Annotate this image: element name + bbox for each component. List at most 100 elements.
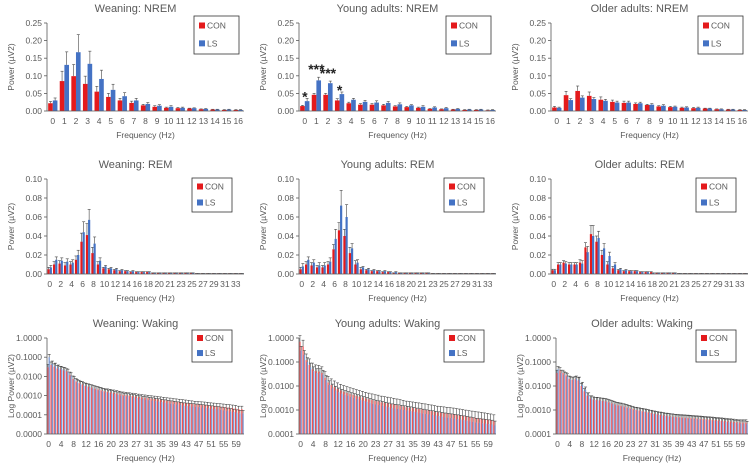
bar-ls	[170, 403, 172, 434]
x-tick-label: 8	[647, 116, 652, 126]
bar-ls	[359, 400, 362, 434]
bar-con	[327, 382, 329, 434]
x-tick-label: 43	[687, 439, 697, 449]
bar-con	[644, 272, 647, 274]
bar-ls	[338, 392, 340, 434]
bar-con	[163, 400, 165, 434]
legend-swatch-ls	[197, 199, 203, 206]
bar-ls	[325, 379, 327, 434]
x-tick-label: 16	[485, 116, 495, 126]
x-tick-label: 23	[428, 279, 438, 289]
bar-con	[711, 419, 713, 434]
bar-ls	[635, 271, 639, 274]
bar-ls	[428, 414, 431, 434]
x-tick-label: 4	[59, 439, 64, 449]
bar-ls	[306, 362, 309, 434]
bar-ls	[242, 413, 244, 434]
bar-con	[332, 249, 335, 274]
bar-con	[473, 109, 479, 111]
legend-label-ls: LS	[457, 348, 468, 358]
bar-ls	[406, 410, 409, 434]
x-tick-label: 35	[156, 439, 166, 449]
bar-ls	[657, 273, 660, 274]
bar-con	[221, 109, 227, 111]
bar-ls	[131, 271, 135, 274]
legend-box	[697, 15, 744, 55]
legend-label-ls: LS	[709, 348, 720, 358]
y-tick-label: 0.04	[25, 231, 42, 241]
bar-con	[736, 422, 738, 434]
bar-ls	[652, 273, 655, 274]
legend-label-con: CON	[709, 182, 728, 192]
y-tick-label: 0.05	[529, 88, 546, 98]
bar-con	[628, 271, 631, 274]
bar-con	[209, 405, 212, 434]
bar-con	[118, 271, 121, 274]
bar-con	[352, 394, 354, 434]
bar-con	[369, 104, 375, 111]
bar-con	[574, 379, 576, 434]
x-tick-label: 59	[736, 439, 746, 449]
x-tick-label: 31	[650, 439, 660, 449]
x-tick-label: 29	[461, 279, 471, 289]
x-tick-label: 14	[714, 116, 724, 126]
bar-ls	[117, 394, 119, 434]
bar-con	[483, 419, 486, 434]
x-tick-label: 31	[396, 439, 406, 449]
bar-ls	[86, 386, 88, 434]
y-tick-label: 0.0001	[16, 410, 42, 420]
y-tick-label: 1.0000	[268, 333, 294, 343]
bar-ls	[204, 407, 207, 434]
bar-con	[605, 401, 607, 434]
bar-ls	[633, 410, 635, 434]
x-tick-label: 16	[637, 279, 647, 289]
bar-ls	[556, 107, 562, 111]
bar-ls	[416, 273, 419, 274]
x-tick-label: 39	[675, 439, 685, 449]
bar-con	[324, 377, 326, 434]
bar-ls	[469, 421, 471, 434]
legend-swatch-ls	[449, 199, 455, 206]
bar-con	[403, 273, 406, 274]
bar-con	[455, 414, 457, 434]
x-tick-label: 6	[584, 279, 589, 289]
bar-ls	[307, 259, 310, 274]
bar-con	[162, 273, 165, 274]
bar-con	[321, 372, 323, 434]
bar-ls	[344, 394, 346, 434]
bar-ls	[76, 382, 78, 434]
x-tick-label: 39	[421, 439, 431, 449]
x-tick-label: 15	[222, 116, 232, 126]
bar-con	[175, 108, 181, 111]
bar-con	[82, 83, 88, 111]
legend-swatch-ls	[199, 40, 205, 47]
bar-ls	[409, 105, 414, 111]
bar-ls	[639, 411, 642, 434]
bar-con	[563, 95, 569, 111]
bar-ls	[746, 424, 748, 434]
x-tick-label: 6	[120, 116, 125, 126]
bar-ls	[703, 419, 706, 434]
bar-con	[147, 398, 149, 434]
bar-ls	[345, 217, 348, 274]
bar-con	[310, 265, 313, 274]
bar-ls	[170, 273, 173, 274]
y-axis-label: Power (µV2)	[258, 43, 268, 91]
bar-con	[650, 272, 653, 274]
x-tick-label: 11	[176, 116, 185, 126]
bar-con	[383, 402, 385, 434]
x-tick-label: 0	[551, 279, 556, 289]
bar-con	[644, 411, 646, 434]
bar-ls	[98, 260, 102, 274]
bar-ls	[175, 273, 178, 274]
bar-con	[346, 392, 348, 434]
y-tick-label: 0.08	[529, 193, 546, 203]
x-tick-label: 10	[668, 116, 678, 126]
y-tick-label: 0.0100	[268, 381, 294, 391]
x-tick-label: 14	[122, 279, 132, 289]
chart-young-nrem: Young adults: NREM 0.00 0.05 0.10 0.15 0.20 0.…	[258, 3, 496, 140]
bar-ls	[111, 393, 113, 434]
x-tick-label: 2	[326, 116, 331, 126]
bar-ls	[630, 409, 632, 434]
x-tick-label: 47	[699, 439, 709, 449]
